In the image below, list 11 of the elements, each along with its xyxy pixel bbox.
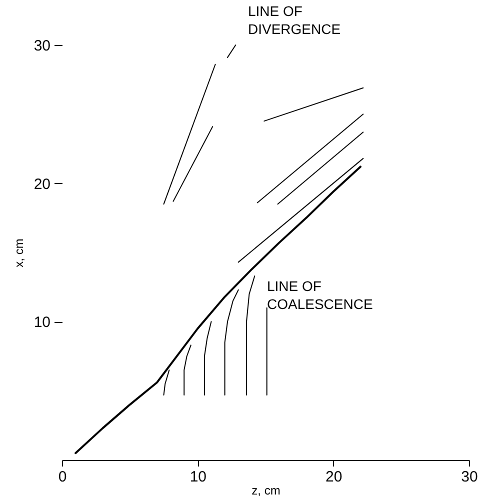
y-tick-label: 30 [34, 38, 50, 54]
y-axis-title: x, cm [12, 238, 26, 268]
y-tick-label: 10 [34, 314, 50, 332]
x-tick-label: 0 [58, 468, 67, 486]
text: LINE OF DIVERGENCE [248, 3, 341, 37]
annotation: LINE OF COALESCENCE [267, 278, 373, 312]
x-tick-label: 30 [461, 468, 478, 486]
x-axis-title: z, cm [252, 484, 280, 498]
y-tick-label: 20 [34, 176, 50, 193]
x-tick-label: 20 [325, 468, 342, 486]
x-tick-label: 10 [190, 468, 207, 486]
